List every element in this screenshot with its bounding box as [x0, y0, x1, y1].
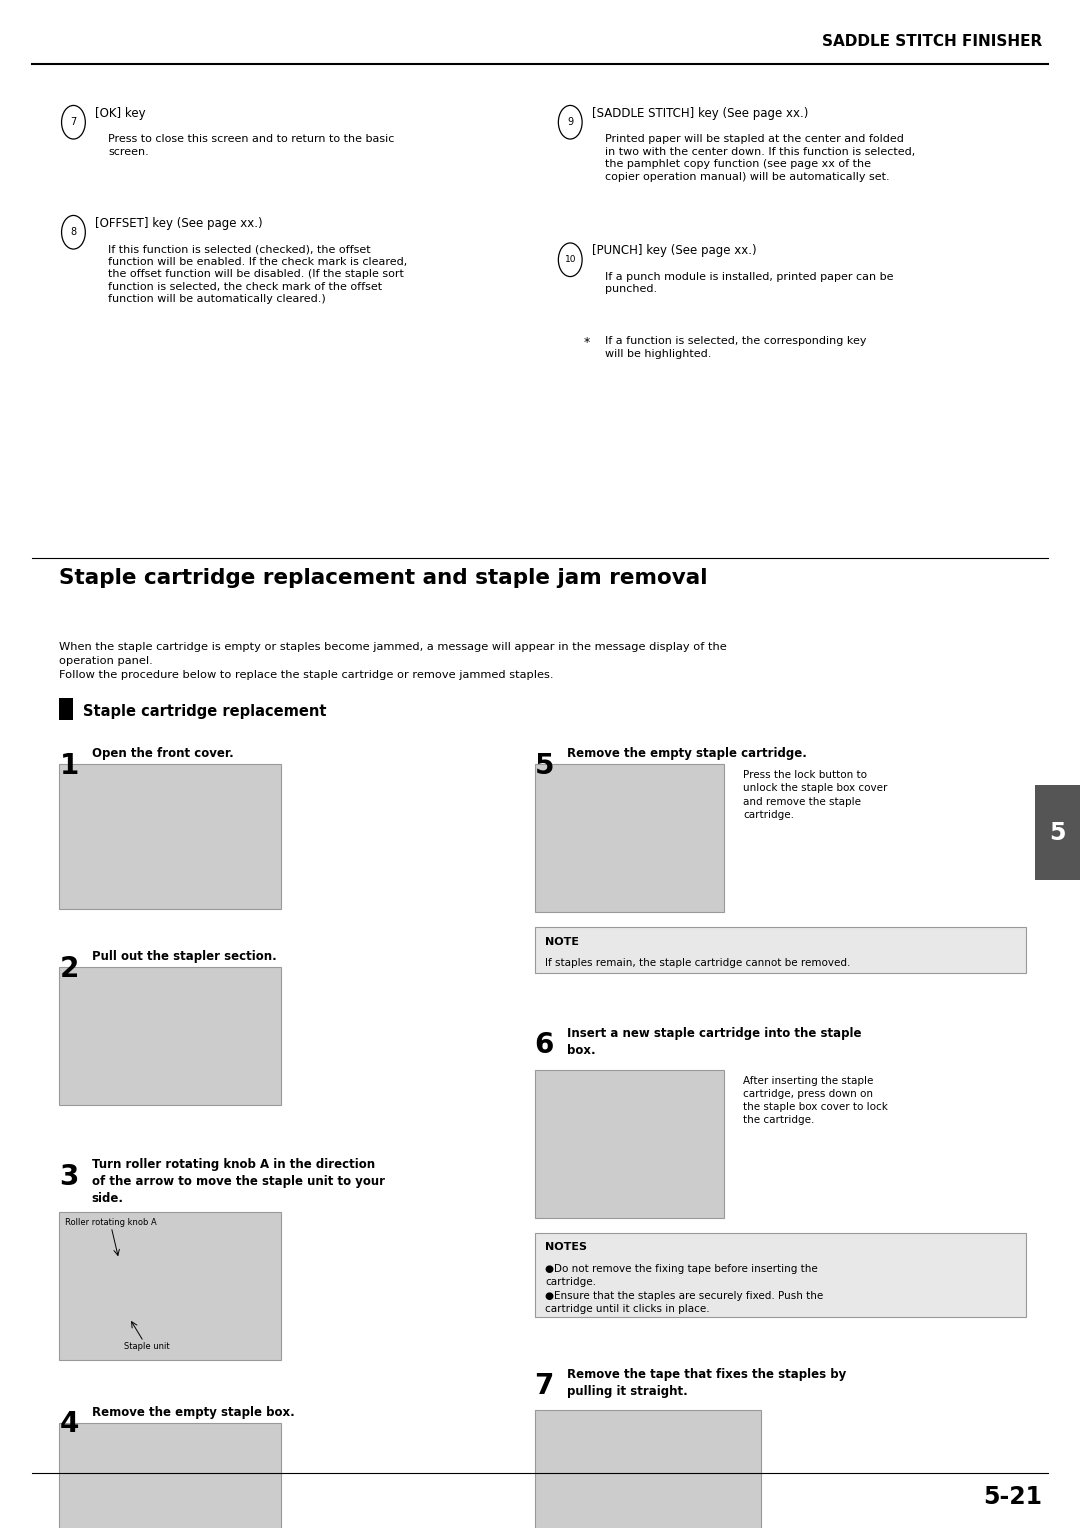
Text: Remove the empty staple cartridge.: Remove the empty staple cartridge. — [567, 747, 807, 761]
Bar — [59, 764, 281, 909]
Bar — [1035, 785, 1080, 880]
Text: 1: 1 — [59, 752, 79, 779]
Bar — [59, 1423, 281, 1528]
Text: [SADDLE STITCH] key (See page xx.): [SADDLE STITCH] key (See page xx.) — [592, 107, 808, 121]
Bar — [59, 967, 281, 1105]
Text: Staple cartridge replacement: Staple cartridge replacement — [83, 704, 326, 720]
Text: 2: 2 — [59, 955, 79, 983]
Text: ●Do not remove the fixing tape before inserting the
cartridge.: ●Do not remove the fixing tape before in… — [545, 1264, 819, 1287]
Text: Insert a new staple cartridge into the staple
box.: Insert a new staple cartridge into the s… — [567, 1027, 862, 1057]
Text: Remove the empty staple box.: Remove the empty staple box. — [92, 1406, 295, 1420]
Bar — [535, 1410, 761, 1528]
Text: 4: 4 — [59, 1410, 79, 1438]
Text: If staples remain, the staple cartridge cannot be removed.: If staples remain, the staple cartridge … — [545, 958, 851, 969]
Bar — [535, 1070, 724, 1218]
Text: Turn roller rotating knob A in the direction
of the arrow to move the staple uni: Turn roller rotating knob A in the direc… — [92, 1158, 384, 1206]
Text: 5: 5 — [1049, 821, 1066, 845]
Text: 8: 8 — [70, 228, 77, 237]
Text: 5: 5 — [535, 752, 554, 779]
Text: 7: 7 — [535, 1372, 554, 1400]
Text: Pull out the stapler section.: Pull out the stapler section. — [92, 950, 276, 964]
Circle shape — [558, 243, 582, 277]
Text: After inserting the staple
cartridge, press down on
the staple box cover to lock: After inserting the staple cartridge, pr… — [743, 1076, 888, 1125]
Text: 6: 6 — [535, 1031, 554, 1059]
Text: Staple unit: Staple unit — [124, 1342, 170, 1351]
Text: Remove the tape that fixes the staples by
pulling it straight.: Remove the tape that fixes the staples b… — [567, 1368, 847, 1398]
Text: If a function is selected, the corresponding key
will be highlighted.: If a function is selected, the correspon… — [605, 336, 866, 359]
Text: Press the lock button to
unlock the staple box cover
and remove the staple
cartr: Press the lock button to unlock the stap… — [743, 770, 888, 819]
Bar — [535, 927, 1026, 973]
Text: 5-21: 5-21 — [983, 1485, 1042, 1510]
Text: [PUNCH] key (See page xx.): [PUNCH] key (See page xx.) — [592, 244, 756, 258]
Bar — [535, 764, 724, 912]
Text: 10: 10 — [565, 255, 576, 264]
Text: *: * — [583, 336, 590, 350]
Bar — [59, 1212, 281, 1360]
Text: Open the front cover.: Open the front cover. — [92, 747, 233, 761]
Bar — [59, 698, 73, 720]
Text: [OK] key: [OK] key — [95, 107, 146, 121]
Text: NOTES: NOTES — [545, 1242, 588, 1253]
Text: Printed paper will be stapled at the center and folded
in two with the center do: Printed paper will be stapled at the cen… — [605, 134, 915, 182]
Text: SADDLE STITCH FINISHER: SADDLE STITCH FINISHER — [822, 34, 1042, 49]
Text: ●Ensure that the staples are securely fixed. Push the
cartridge until it clicks : ●Ensure that the staples are securely fi… — [545, 1291, 824, 1314]
Text: NOTE: NOTE — [545, 937, 579, 947]
Text: Press to close this screen and to return to the basic
screen.: Press to close this screen and to return… — [108, 134, 394, 157]
Text: When the staple cartridge is empty or staples become jammed, a message will appe: When the staple cartridge is empty or st… — [59, 642, 727, 680]
Text: Staple cartridge replacement and staple jam removal: Staple cartridge replacement and staple … — [59, 568, 707, 588]
Text: 9: 9 — [567, 118, 573, 127]
Text: Roller rotating knob A: Roller rotating knob A — [65, 1218, 157, 1227]
Circle shape — [558, 105, 582, 139]
Circle shape — [62, 215, 85, 249]
Circle shape — [62, 105, 85, 139]
Text: [OFFSET] key (See page xx.): [OFFSET] key (See page xx.) — [95, 217, 262, 231]
Text: If this function is selected (checked), the offset
function will be enabled. If : If this function is selected (checked), … — [108, 244, 407, 304]
Text: 7: 7 — [70, 118, 77, 127]
Bar — [535, 1233, 1026, 1317]
Text: If a punch module is installed, printed paper can be
punched.: If a punch module is installed, printed … — [605, 272, 893, 295]
Text: 3: 3 — [59, 1163, 79, 1190]
